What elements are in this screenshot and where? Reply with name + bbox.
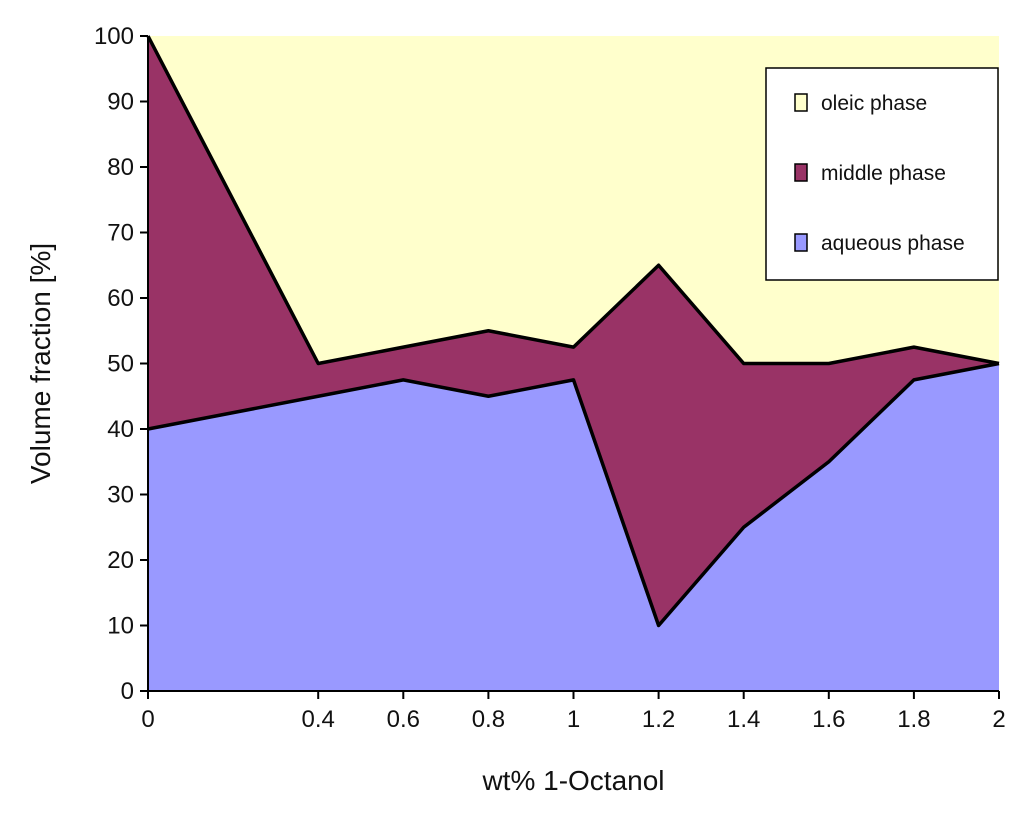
x-tick-label: 0 [141, 706, 154, 733]
legend-swatch-middle-phase [795, 164, 807, 181]
y-tick-label: 70 [107, 220, 134, 247]
x-tick-label: 1.6 [812, 706, 845, 733]
x-axis-title: wt% 1-Octanol [481, 765, 664, 796]
legend-label-aqueous-phase: aqueous phase [821, 232, 965, 255]
y-ticks: 0 10 20 30 40 50 60 70 80 90 100 [94, 23, 148, 705]
y-tick-label: 20 [107, 547, 134, 574]
x-tick-label: 0.4 [302, 706, 335, 733]
y-tick-label: 80 [107, 154, 134, 181]
legend-label-middle-phase: middle phase [821, 162, 946, 185]
y-axis-title: Volume fraction [%] [25, 243, 56, 484]
y-tick-label: 40 [107, 416, 134, 443]
x-tick-label: 2 [992, 706, 1005, 733]
x-tick-label: 1 [567, 706, 580, 733]
y-tick-label: 50 [107, 351, 134, 378]
x-tick-label: 0.6 [387, 706, 420, 733]
x-tick-label: 1.8 [897, 706, 930, 733]
legend-swatch-aqueous-phase [795, 234, 807, 251]
y-tick-label: 60 [107, 285, 134, 312]
legend: oleic phase middle phase aqueous phase [766, 68, 998, 280]
y-tick-label: 0 [121, 678, 134, 705]
x-tick-label: 1.2 [642, 706, 675, 733]
x-ticks: 0 0.4 0.6 0.8 1 1.2 1.4 1.6 1.8 2 [141, 691, 1005, 733]
legend-label-oleic-phase: oleic phase [821, 92, 927, 115]
y-tick-label: 90 [107, 89, 134, 116]
y-tick-label: 30 [107, 482, 134, 509]
y-tick-label: 10 [107, 613, 134, 640]
x-tick-label: 1.4 [727, 706, 760, 733]
y-tick-label: 100 [94, 23, 134, 50]
x-tick-label: 0.8 [472, 706, 505, 733]
legend-swatch-oleic-phase [795, 94, 807, 111]
